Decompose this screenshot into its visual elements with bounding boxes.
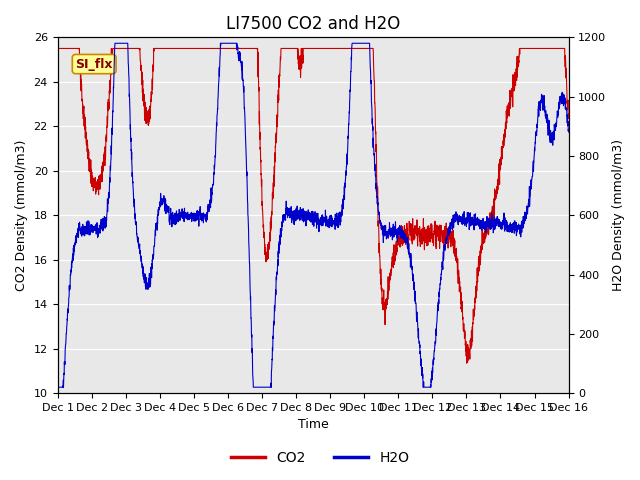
Y-axis label: H2O Density (mmol/m3): H2O Density (mmol/m3) [612,139,625,291]
Text: SI_flx: SI_flx [76,58,113,71]
Title: LI7500 CO2 and H2O: LI7500 CO2 and H2O [226,15,400,33]
X-axis label: Time: Time [298,419,328,432]
Y-axis label: CO2 Density (mmol/m3): CO2 Density (mmol/m3) [15,140,28,291]
Legend: CO2, H2O: CO2, H2O [225,445,415,471]
